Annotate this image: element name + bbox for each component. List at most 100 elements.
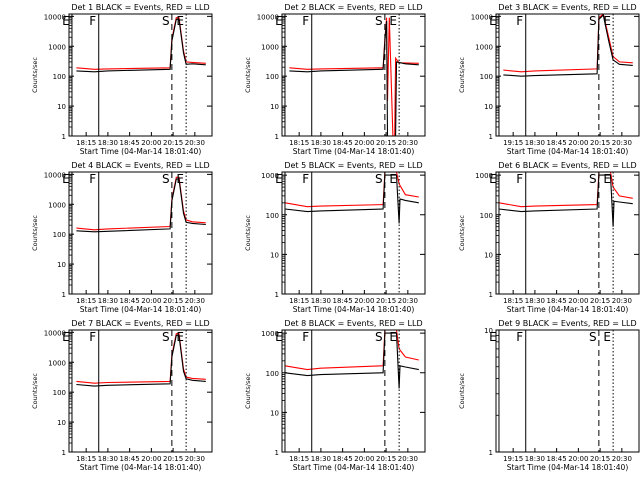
x-tick-label: 18:45 [547, 297, 567, 305]
y-tick-label: 1 [275, 449, 279, 457]
event-rate-line [284, 332, 419, 389]
y-tick-label: 10 [270, 409, 279, 417]
y-tick-label: 10 [270, 103, 279, 111]
marker-label: E [62, 14, 70, 28]
marker-label: E [62, 172, 70, 186]
y-axis-label: Counts/sec [458, 373, 466, 409]
x-tick-label: 18:30 [311, 297, 331, 305]
marker-label: F [516, 330, 523, 344]
x-tick-label: 18:30 [98, 297, 118, 305]
y-tick-label: 1 [62, 133, 66, 141]
marker-label: S [375, 172, 383, 186]
y-tick-label: 100 [480, 73, 493, 81]
x-tick-label: 20:00 [141, 297, 161, 305]
x-tick-label: 18:45 [547, 455, 567, 463]
x-tick-label: 18:15 [289, 455, 309, 463]
x-tick-label: 20:00 [354, 297, 374, 305]
y-axis-label: Counts/sec [244, 215, 252, 251]
lld-rate-line [503, 14, 633, 73]
x-tick-label: 18:30 [98, 455, 118, 463]
marker-label: E [489, 14, 497, 28]
x-tick-label: 18:30 [525, 139, 545, 147]
panel-title: Det 8 BLACK = Events, RED = LLD [284, 319, 422, 328]
marker-label: F [89, 14, 96, 28]
x-axis-label: Start Time (04-Mar-14 18:01:40) [293, 147, 415, 156]
y-tick-label: 10 [57, 261, 66, 269]
marker-label: S [589, 14, 597, 28]
x-tick-label: 18:15 [76, 455, 96, 463]
x-tick-label: 20:15 [590, 455, 610, 463]
plot-frame [495, 329, 640, 453]
plot-frame [68, 329, 213, 453]
x-tick-label: 18:15 [503, 297, 523, 305]
x-tick-label: 18:45 [120, 139, 140, 147]
y-axis-label: Counts/sec [244, 373, 252, 409]
x-tick-label: 18:30 [525, 455, 545, 463]
marker-label: E [275, 172, 283, 186]
marker-label: E [603, 330, 611, 344]
x-tick-label: 18:30 [311, 139, 331, 147]
y-tick-label: 100 [266, 73, 279, 81]
panel-title: Det 2 BLACK = Events, RED = LLD [284, 3, 422, 12]
event-rate-line [76, 334, 206, 387]
x-tick-label: 20:30 [612, 455, 632, 463]
x-tick-label: 20:30 [398, 139, 418, 147]
y-axis-label: Counts/sec [458, 215, 466, 251]
y-tick-label: 10000 [44, 171, 66, 179]
y-tick-label: 10000 [257, 13, 279, 21]
x-axis-label: Start Time (04-Mar-14 18:01:40) [80, 305, 202, 314]
y-tick-label: 1 [489, 133, 493, 141]
y-tick-label: 10 [57, 103, 66, 111]
marker-label: F [89, 330, 96, 344]
panel-title: Det 6 BLACK = Events, RED = LLD [498, 161, 636, 170]
marker-label: E [489, 172, 497, 186]
lld-rate-line [76, 17, 206, 70]
marker-label: S [589, 172, 597, 186]
y-tick-label: 1 [62, 449, 66, 457]
y-tick-label: 10 [270, 251, 279, 259]
y-tick-label: 1 [275, 291, 279, 299]
marker-label: E [389, 330, 397, 344]
marker-label: F [89, 172, 96, 186]
marker-label: F [302, 172, 309, 186]
lld-rate-line [76, 333, 206, 384]
y-tick-label: 1 [275, 133, 279, 141]
marker-label: S [589, 330, 597, 344]
x-tick-label: 20:30 [398, 455, 418, 463]
marker-label: S [375, 14, 383, 28]
x-tick-label: 20:00 [568, 455, 588, 463]
event-rate-line [289, 20, 419, 136]
marker-label: S [162, 330, 170, 344]
x-tick-label: 20:15 [376, 455, 396, 463]
y-tick-label: 1 [62, 291, 66, 299]
x-tick-label: 18:45 [333, 297, 353, 305]
x-tick-label: 20:30 [185, 297, 205, 305]
y-axis-label: Counts/sec [31, 373, 39, 409]
y-tick-label: 1000 [48, 201, 66, 209]
x-tick-label: 18:30 [98, 139, 118, 147]
x-tick-label: 18:45 [333, 139, 353, 147]
y-tick-label: 100 [266, 212, 279, 220]
marker-label: E [275, 330, 283, 344]
marker-label: E [176, 172, 184, 186]
x-tick-label: 20:00 [354, 455, 374, 463]
plot-frame [281, 171, 426, 295]
y-tick-label: 1000 [475, 172, 493, 180]
event-rate-line [76, 18, 206, 73]
x-tick-label: 18:15 [76, 139, 96, 147]
marker-label: E [603, 14, 611, 28]
panel-title: Det 1 BLACK = Events, RED = LLD [71, 3, 209, 12]
y-axis-label: Counts/sec [458, 57, 466, 93]
y-tick-label: 1000 [261, 43, 279, 51]
plot-frame [68, 171, 213, 295]
lld-rate-line [76, 176, 206, 231]
x-axis-label: Start Time (04-Mar-14 18:01:40) [507, 305, 629, 314]
y-tick-label: 10000 [44, 329, 66, 337]
x-tick-label: 18:45 [120, 455, 140, 463]
panel-title: Det 4 BLACK = Events, RED = LLD [71, 161, 209, 170]
x-tick-label: 20:15 [163, 455, 183, 463]
y-tick-label: 100 [480, 212, 493, 220]
marker-label: S [162, 14, 170, 28]
x-tick-label: 20:15 [590, 139, 610, 147]
